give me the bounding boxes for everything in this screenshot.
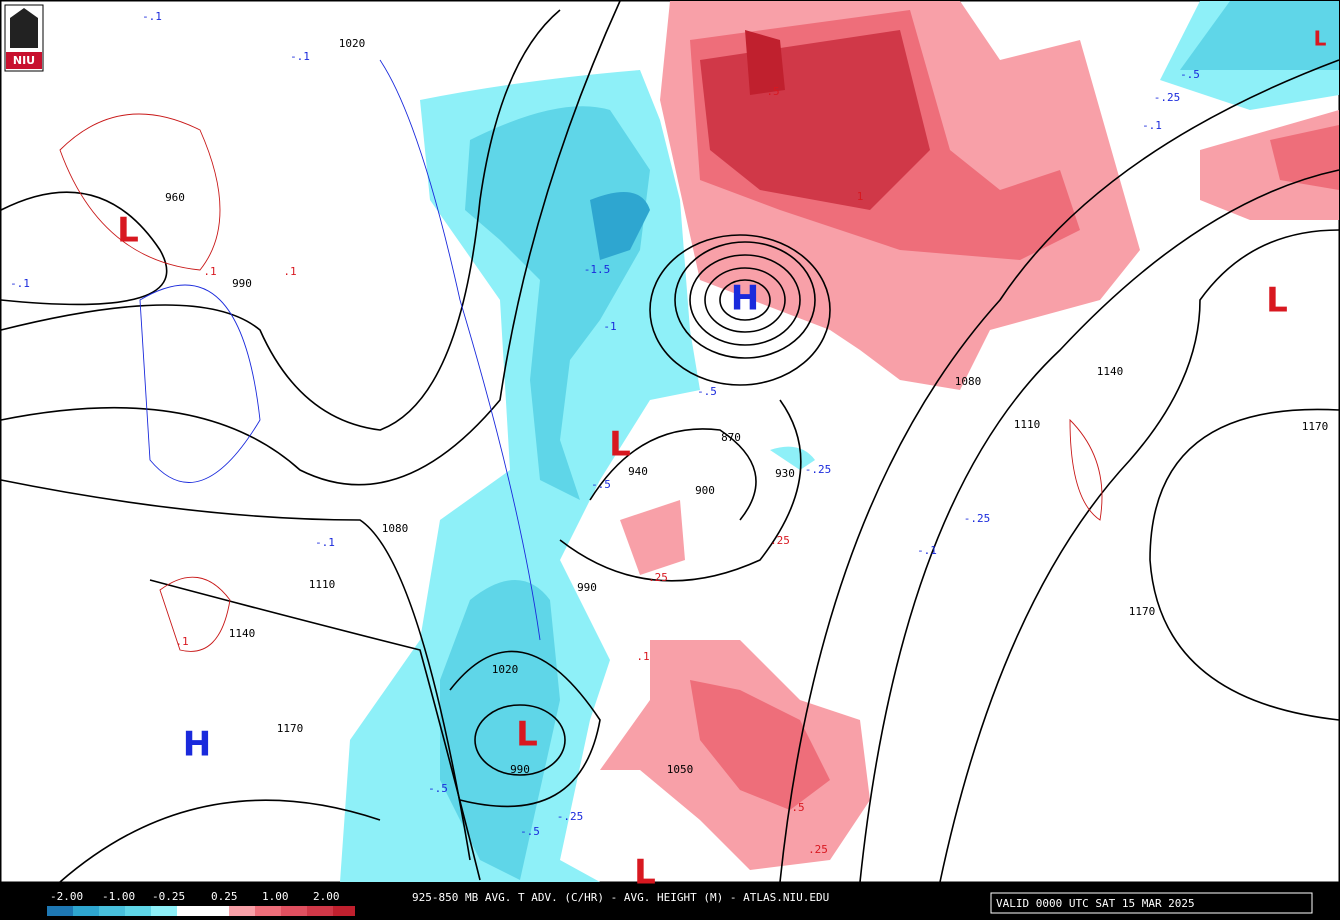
adv-label: -1 (603, 320, 616, 333)
adv-label: -.5 (1180, 68, 1200, 81)
advection-labels: -.1 -.1 .1 .1 -.1 -1.5 -1 -.5 -.5 .5 1 -… (10, 10, 1200, 856)
adv-label: .25 (770, 534, 790, 547)
height-label: 900 (695, 484, 715, 497)
adv-label: .1 (636, 650, 649, 663)
adv-label: -.25 (1154, 91, 1181, 104)
adv-label: -.5 (591, 478, 611, 491)
colorbar-label: -0.25 (152, 890, 185, 903)
adv-label: .25 (808, 843, 828, 856)
valid-time: VALID 0000 UTC SAT 15 MAR 2025 (996, 897, 1195, 910)
logo-text: NIU (13, 54, 35, 67)
adv-label: -.5 (697, 385, 717, 398)
colorbar-label: 1.00 (262, 890, 289, 903)
adv-label: -.1 (142, 10, 162, 23)
height-label: 1080 (955, 375, 982, 388)
height-label: 1020 (492, 663, 519, 676)
adv-label: .1 (203, 265, 216, 278)
low-center: L (516, 715, 538, 755)
height-label: 1050 (667, 763, 694, 776)
adv-contours (59, 59, 1103, 652)
height-label: 1170 (1302, 420, 1329, 433)
warm-advection (600, 1, 1339, 870)
logo: NIU (4, 4, 44, 72)
colorbar-label: -1.00 (102, 890, 135, 903)
low-center: L (1266, 281, 1288, 321)
height-contours (0, 0, 1340, 883)
height-labels: 1020 960 990 1080 1110 1140 1170 870 900… (165, 37, 1328, 776)
adv-label: .5 (791, 801, 804, 814)
colorbar-label: 0.25 (211, 890, 238, 903)
height-label: 870 (721, 431, 741, 444)
low-center: L (117, 211, 139, 251)
adv-label: -.5 (428, 782, 448, 795)
height-label: 1020 (339, 37, 366, 50)
height-label: 1110 (1014, 418, 1041, 431)
height-label: 990 (510, 763, 530, 776)
colorbar: -2.00 -1.00 -0.25 0.25 1.00 2.00 (47, 890, 355, 916)
adv-label: .5 (766, 85, 779, 98)
height-label: 1140 (229, 627, 256, 640)
height-label: 940 (628, 465, 648, 478)
height-label: 930 (775, 467, 795, 480)
adv-label: -.25 (557, 810, 584, 823)
colorbar-label: 2.00 (313, 890, 340, 903)
footer-title: 925-850 MB AVG. T ADV. (C/HR) - AVG. HEI… (412, 891, 829, 904)
adv-label: -.1 (290, 50, 310, 63)
adv-label: .25 (648, 571, 668, 584)
adv-label: .1 (283, 265, 296, 278)
adv-label: -1.5 (584, 263, 611, 276)
adv-label: .1 (175, 635, 188, 648)
height-label: 1170 (277, 722, 304, 735)
low-center: L (634, 853, 656, 893)
adv-label: -.1 (1142, 119, 1162, 132)
adv-label: -.1 (917, 544, 937, 557)
height-label: 1080 (382, 522, 409, 535)
height-label: 1110 (309, 578, 336, 591)
height-label: 990 (577, 581, 597, 594)
height-label: 990 (232, 277, 252, 290)
adv-label: -.25 (964, 512, 991, 525)
valid-box (990, 892, 1313, 914)
height-label: 1140 (1097, 365, 1124, 378)
pressure-centers: L L H L L H L L (117, 27, 1326, 893)
adv-label: -.1 (315, 536, 335, 549)
colorbar-label: -2.00 (50, 890, 83, 903)
low-center: L (1314, 27, 1327, 51)
height-label: 1170 (1129, 605, 1156, 618)
adv-label: -.5 (520, 825, 540, 838)
height-label: 960 (165, 191, 185, 204)
high-center: H (731, 279, 759, 319)
adv-label: -.25 (805, 463, 832, 476)
adv-label: 1 (857, 190, 864, 203)
cold-advection (340, 1, 1339, 882)
low-center: L (609, 425, 631, 465)
high-center: H (183, 725, 211, 765)
adv-label: -.1 (10, 277, 30, 290)
